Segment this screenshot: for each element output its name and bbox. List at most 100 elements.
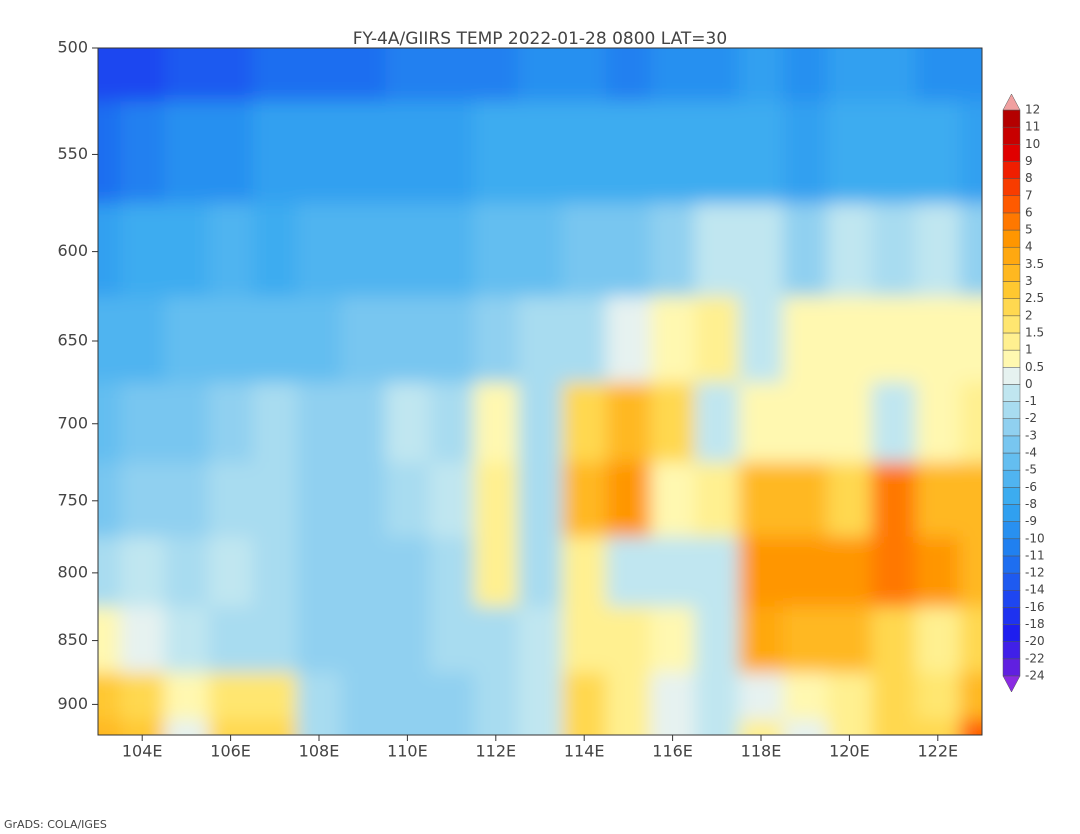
colorbar-bottom-arrow [1002,675,1021,693]
cell [650,296,696,383]
cell [473,462,519,538]
cell [252,296,298,383]
cell [915,382,961,463]
y-tick-label: 600 [57,241,88,260]
cell [959,536,982,608]
colorbar-label: -6 [1025,480,1037,494]
cell [915,672,961,721]
cell [827,48,872,102]
y-tick-label: 800 [57,562,88,581]
cell [562,462,607,538]
colorbar-box [1002,572,1021,591]
cell [208,536,254,608]
colorbar-box [1002,555,1021,574]
cell [959,672,982,721]
cell [252,536,298,608]
colorbar-label: -4 [1025,446,1037,460]
cell [473,101,519,204]
plot-frame [97,47,983,736]
x-tick-label: 104E [122,742,163,761]
colorbar-box [1002,298,1021,317]
cell [517,296,563,383]
colorbar-box [1002,212,1021,231]
cell [517,203,563,297]
x-tick-label: 116E [652,742,693,761]
cell [429,606,475,673]
field [98,48,982,735]
colorbar-label: -5 [1025,463,1037,477]
colorbar-box [1002,401,1021,419]
cell [252,606,298,673]
cell [827,536,872,608]
cell [385,296,430,383]
cell [606,719,651,735]
cell [517,536,563,608]
colorbar-label: -1 [1025,394,1037,408]
colorbar-box [1002,624,1021,642]
cell [98,672,121,721]
cell [871,296,917,383]
cell [385,48,430,102]
colorbar-top-arrow [1002,93,1021,111]
cell [429,48,475,102]
cell [98,462,121,538]
colorbar-label: 9 [1025,154,1033,168]
cell [473,203,519,297]
cell [98,719,121,735]
cell [871,536,917,608]
cell [562,48,607,102]
cell [783,462,828,538]
cell [517,606,563,673]
cell [208,606,254,673]
cell [429,462,475,538]
cell [915,536,961,608]
cell [694,382,740,463]
cell [915,719,961,735]
cell [252,382,298,463]
colorbar-label: 0.5 [1025,360,1044,374]
cell [473,536,519,608]
colorbar-label: -12 [1025,566,1045,580]
cell [473,719,519,735]
cell [98,296,121,383]
cell [385,719,430,735]
cell [915,203,961,297]
cell [915,48,961,102]
cell [783,606,828,673]
colorbar-label: -9 [1025,514,1037,528]
cell [562,296,607,383]
cell [120,462,165,538]
cell [650,536,696,608]
cell [120,536,165,608]
cell [208,462,254,538]
x-tick-label: 120E [829,742,870,761]
cell [296,382,342,463]
cell [164,606,209,673]
cell [738,606,784,673]
cell [871,672,917,721]
cell [120,719,165,735]
cell [871,101,917,204]
cell [120,672,165,721]
cell [606,462,651,538]
cell [385,606,430,673]
cell [341,48,386,102]
cell [296,101,342,204]
cell [517,462,563,538]
cell [606,48,651,102]
colorbar-box [1002,161,1021,179]
colorbar-box [1002,418,1021,437]
cell [738,462,784,538]
cell [915,101,961,204]
cell [252,101,298,204]
cell [208,48,254,102]
cell [694,48,740,102]
cell [562,203,607,297]
cell [650,382,696,463]
cell [783,48,828,102]
cell [296,536,342,608]
colorbar-box [1002,469,1021,488]
cell [827,719,872,735]
cell [827,672,872,721]
